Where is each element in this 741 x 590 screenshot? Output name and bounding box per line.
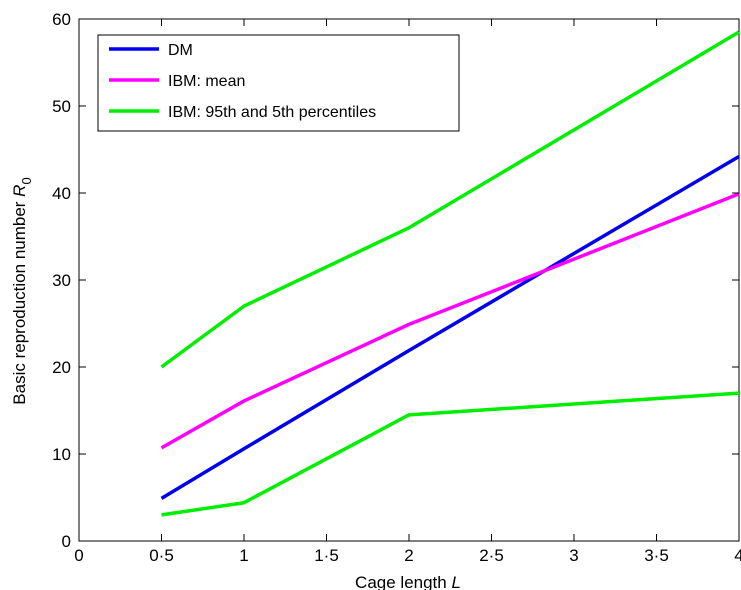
x-tick-label-3: 1·5: [314, 546, 339, 565]
x-axis-label-symbol: L: [451, 573, 460, 590]
legend-label-1: IBM: mean: [168, 73, 245, 90]
x-axis-label-text: Cage length: [355, 573, 447, 590]
legend-label-0: DM: [168, 42, 193, 59]
x-tick-label-5: 2·5: [479, 546, 504, 565]
x-tick-label-8: 4: [734, 546, 741, 565]
legend-label-2: IBM: 95th and 5th percentiles: [168, 104, 376, 121]
y-tick-label-4: 40: [52, 184, 71, 203]
y-tick-label-3: 30: [52, 271, 71, 290]
x-tick-label-2: 1: [239, 546, 248, 565]
y-axis-label: Basic reproduction number R0: [10, 177, 34, 404]
series-line-2: [160, 30, 740, 369]
legend: DM IBM: mean IBM: 95th and 5th percentiles: [97, 34, 460, 132]
y-tick-label-5: 50: [52, 97, 71, 116]
y-axis-label-subscript: 0: [19, 177, 34, 184]
y-tick-label-1: 10: [52, 445, 71, 464]
y-tick-label-6: 60: [52, 10, 71, 29]
series-line-3: [161, 391, 740, 517]
x-tick-label-0: 0: [74, 546, 83, 565]
x-tick-label-6: 3: [569, 546, 578, 565]
x-tick-label-7: 3·5: [644, 546, 669, 565]
legend-box: [97, 34, 460, 132]
y-axis-label-symbol: R: [10, 185, 29, 197]
x-tick-label-4: 2: [404, 546, 413, 565]
series-line-1: [160, 192, 740, 450]
series-lines: [160, 30, 740, 517]
x-tick-label-1: 0·5: [149, 546, 174, 565]
series-line-0: [160, 154, 740, 500]
y-tick-label-2: 20: [52, 358, 71, 377]
y-axis-label-text: Basic reproduction number: [10, 201, 29, 405]
x-axis-label: Cage length L: [355, 573, 461, 590]
y-tick-label-0: 0: [62, 532, 71, 551]
